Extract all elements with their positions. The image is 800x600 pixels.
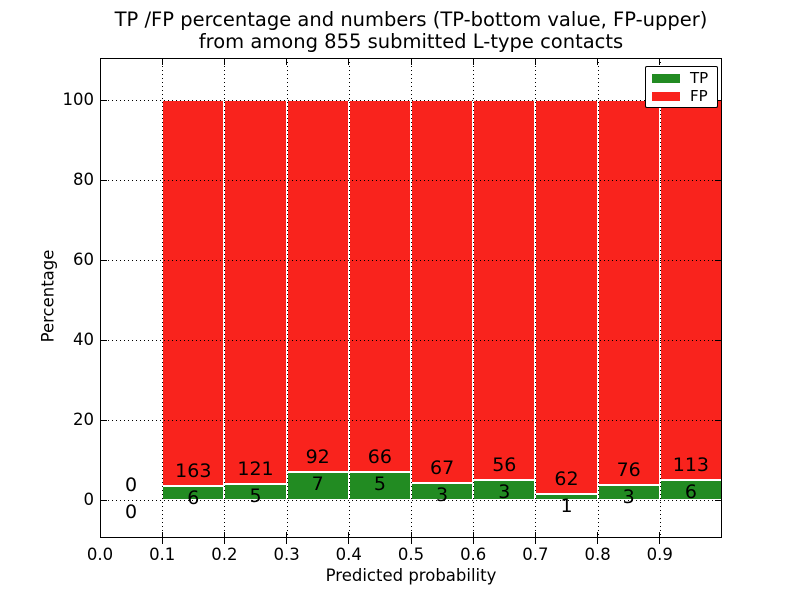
x-gridline	[224, 58, 226, 538]
chart-title: TP /FP percentage and numbers (TP-bottom…	[100, 9, 722, 53]
x-axis-title: Predicted probability	[325, 566, 497, 585]
bar-segment-fp	[286, 100, 349, 472]
x-tick-label: 0.7	[522, 545, 549, 564]
x-tick-label: 0.6	[460, 545, 487, 564]
fp-count-label: 76	[616, 458, 641, 481]
tp-legend-swatch	[652, 73, 680, 83]
x-tick-mark-top	[161, 58, 163, 65]
tp-count-label: 6	[684, 480, 697, 503]
x-tick-mark-top	[534, 58, 537, 65]
chart-title-line-2: from among 855 submitted L-type contacts	[198, 30, 624, 53]
y-tick-label: 60	[73, 250, 94, 269]
fp-count-label: 56	[492, 453, 517, 476]
x-tick-label: 0.5	[397, 545, 425, 564]
y-tick-label: 100	[62, 90, 95, 109]
x-tick-label: 0.0	[86, 545, 114, 564]
x-tick-mark-bottom	[597, 532, 599, 544]
tp-count-label: 5	[249, 485, 262, 508]
fp-count-label: 163	[175, 459, 212, 482]
x-tick-mark-bottom	[286, 532, 288, 544]
fp-count-label: 66	[367, 445, 392, 468]
x-tick-mark-top	[348, 58, 350, 65]
legend-item-tp: TP	[652, 68, 717, 87]
tp-legend-label: TP	[690, 68, 709, 87]
fp-legend-swatch	[652, 91, 680, 101]
fp-count-label: 62	[554, 467, 579, 490]
x-tick-mark-top	[659, 58, 661, 65]
y-tick-mark-right	[715, 259, 722, 261]
fp-count-label: 92	[305, 445, 330, 468]
bar-segment-fp	[348, 100, 411, 472]
x-tick-mark-top	[472, 58, 474, 65]
y-tick-mark-left	[100, 499, 107, 501]
chart-title-line-1: TP /FP percentage and numbers (TP-bottom…	[114, 8, 708, 31]
x-tick-label: 0.4	[335, 545, 362, 564]
y-tick-mark-left	[100, 99, 107, 101]
x-tick-label: 0.1	[149, 545, 176, 564]
bar-segment-fp	[597, 100, 660, 485]
x-gridline	[348, 58, 350, 538]
y-tick-mark-left	[100, 339, 107, 341]
x-tick-label: 0.3	[273, 545, 300, 564]
fp-count-label: 0	[125, 474, 138, 496]
x-gridline	[286, 58, 288, 538]
tp-count-label: 5	[373, 472, 386, 495]
x-tick-mark-bottom	[348, 532, 350, 544]
y-tick-mark-right	[715, 179, 722, 181]
y-tick-mark-left	[100, 259, 107, 261]
bar-segment-tp	[348, 471, 411, 500]
fp-count-label: 67	[430, 456, 455, 479]
y-tick-label: 80	[73, 170, 94, 189]
y-tick-mark-right	[715, 99, 722, 101]
bar-segment-fp	[535, 100, 598, 494]
y-tick-mark-right	[715, 339, 722, 341]
x-tick-mark-top	[410, 58, 412, 65]
bar-segment-tp	[286, 471, 349, 500]
bar-segment-fp	[659, 100, 722, 480]
fp-count-label: 121	[237, 458, 274, 481]
x-gridline	[473, 58, 475, 538]
y-tick-mark-left	[100, 179, 107, 181]
x-gridline	[535, 58, 537, 538]
x-gridline	[162, 58, 164, 538]
x-gridline	[659, 58, 661, 538]
y-tick-label: 0	[83, 490, 95, 509]
x-gridline	[597, 58, 599, 538]
x-tick-mark-bottom	[410, 532, 412, 544]
tp-count-label: 3	[498, 480, 511, 503]
y-tick-mark-right	[715, 499, 722, 501]
x-tick-mark-bottom	[659, 532, 661, 544]
bar-segment-fp	[224, 100, 287, 485]
x-tick-mark-bottom	[161, 532, 163, 544]
x-tick-mark-top	[223, 58, 226, 65]
bar-segment-fp	[162, 100, 225, 486]
bar-segment-fp	[473, 100, 536, 480]
fp-legend-label: FP	[690, 86, 708, 105]
x-tick-mark-top	[286, 58, 288, 65]
tp-count-label: 6	[187, 486, 200, 509]
x-tick-mark-bottom	[472, 532, 474, 544]
x-tick-label: 0.2	[211, 545, 238, 564]
y-tick-label: 20	[73, 410, 94, 429]
bar-segment-fp	[411, 100, 474, 483]
y-tick-mark-left	[100, 419, 107, 421]
x-tick-mark-bottom	[223, 532, 226, 544]
x-gridline	[411, 58, 412, 538]
tp-count-label: 3	[436, 483, 449, 506]
x-tick-mark-bottom	[534, 532, 537, 544]
x-tick-label: 0.9	[646, 545, 673, 564]
tp-count-label: 1	[560, 494, 573, 517]
x-tick-mark-top	[597, 58, 599, 65]
plot-area: 0 0 163 6 121 5 92 7 66 5 67 3 56 3 62 1 76 3 113 6	[100, 58, 722, 544]
x-tick-label: 0.8	[584, 545, 611, 564]
tp-count-label: 7	[311, 472, 324, 495]
y-tick-label: 40	[73, 330, 94, 349]
legend: TP FP	[645, 66, 718, 108]
legend-item-fp: FP	[652, 86, 717, 105]
y-tick-mark-right	[715, 419, 722, 421]
tp-count-label: 0	[125, 501, 138, 523]
fp-count-label: 113	[672, 453, 710, 476]
tp-count-label: 3	[622, 485, 635, 508]
